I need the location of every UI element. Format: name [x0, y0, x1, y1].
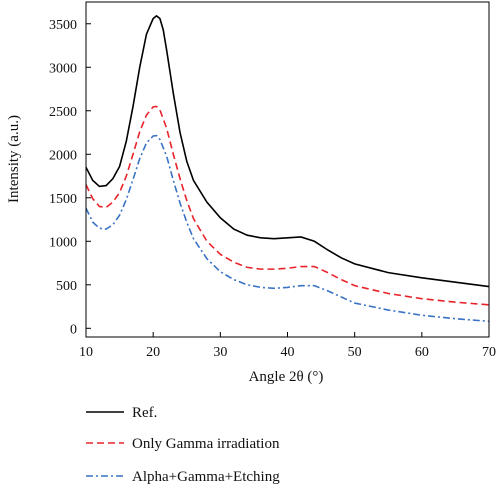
y-tick-label: 500 — [56, 279, 77, 294]
x-tick-label: 10 — [79, 345, 93, 360]
x-tick-label: 60 — [415, 345, 429, 360]
x-tick-label: 30 — [213, 345, 227, 360]
legend-label-1: Ref. — [132, 405, 157, 421]
x-tick-label: 70 — [482, 345, 496, 360]
y-tick-label: 3500 — [49, 18, 77, 33]
x-tick-label: 20 — [146, 345, 160, 360]
series-line-3 — [85, 134, 490, 323]
y-axis-label: Intensity (a.u.) — [6, 115, 22, 203]
y-tick-label: 2500 — [49, 105, 77, 120]
series-line-1 — [85, 14, 490, 288]
x-axis-label: Angle 2θ (°) — [249, 369, 324, 385]
legend-label-2: Only Gamma irradiation — [132, 436, 280, 452]
y-tick-label: 3000 — [49, 61, 77, 76]
series-line-2 — [85, 105, 490, 306]
y-tick-label: 1500 — [49, 192, 77, 207]
y-tick-label: 2000 — [49, 148, 77, 163]
y-tick-label: 1000 — [49, 235, 77, 250]
x-tick-label: 50 — [348, 345, 362, 360]
x-tick-label: 40 — [281, 345, 295, 360]
y-tick-label: 0 — [70, 322, 77, 337]
legend-label-3: Alpha+Gamma+Etching — [132, 469, 280, 485]
